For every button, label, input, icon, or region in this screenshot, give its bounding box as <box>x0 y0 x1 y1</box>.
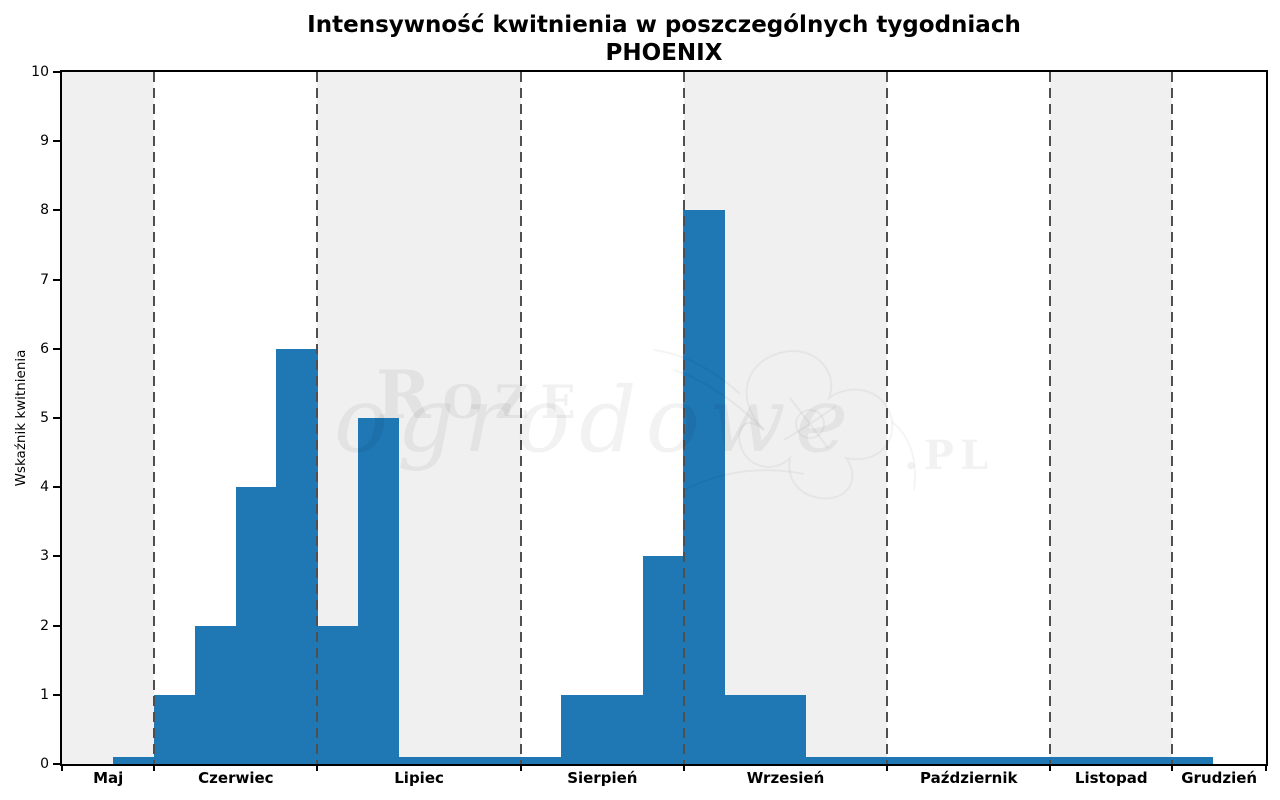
x-month-label-5: Październik <box>920 769 1018 787</box>
bar-3-3 <box>642 556 685 764</box>
x-tick-1 <box>153 766 156 771</box>
bar-1-1 <box>194 625 237 764</box>
bar-4-0 <box>683 210 725 764</box>
x-tick-8 <box>1265 766 1267 771</box>
month-boundary-line <box>886 72 889 764</box>
y-tick-0 <box>53 763 61 765</box>
month-boundary-line <box>519 72 522 764</box>
bar-6-0 <box>1049 757 1092 764</box>
y-tick-label-1: 1 <box>40 686 49 703</box>
y-tick-label-8: 8 <box>40 202 49 219</box>
y-tick-label-6: 6 <box>40 340 49 357</box>
month-boundary-line <box>1171 72 1174 764</box>
bar-7-0 <box>1172 757 1214 764</box>
month-boundary-line <box>316 72 319 764</box>
x-month-label-0: Maj <box>93 769 124 787</box>
y-tick-1 <box>53 693 61 696</box>
x-month-label-6: Listopad <box>1074 769 1148 787</box>
bar-0-0 <box>113 757 155 764</box>
y-tick-label-10: 10 <box>31 64 49 80</box>
bar-4-2 <box>764 694 807 764</box>
y-tick-label-4: 4 <box>40 479 49 496</box>
x-tick-3 <box>519 766 522 771</box>
y-tick-label-2: 2 <box>40 617 49 634</box>
bar-4-1 <box>724 694 766 764</box>
y-tick-label-3: 3 <box>40 548 49 565</box>
y-tick-5 <box>53 417 61 419</box>
bar-6-2 <box>1131 757 1173 764</box>
plot-area: Roze ogrodowe .PL <box>60 70 1268 766</box>
x-tick-4 <box>682 766 685 771</box>
x-month-label-3: Sierpień <box>567 769 638 787</box>
bar-5-3 <box>1009 757 1051 764</box>
y-tick-7 <box>53 278 61 281</box>
y-tick-label-9: 9 <box>40 133 49 150</box>
y-tick-label-0: 0 <box>40 756 49 772</box>
y-tick-3 <box>53 555 61 558</box>
month-shaded-band <box>1050 72 1173 764</box>
y-tick-label-5: 5 <box>40 410 49 426</box>
month-shaded-band <box>62 72 155 764</box>
x-month-label-4: Wrzesień <box>746 769 825 787</box>
watermark-suffix-pl: .PL <box>904 432 995 479</box>
month-boundary-line <box>1049 72 1052 764</box>
chart-title: Intensywność kwitnienia w poszczególnych… <box>62 11 1266 66</box>
x-month-label-7: Grudzień <box>1181 769 1258 787</box>
bar-6-1 <box>1090 757 1132 764</box>
y-tick-4 <box>53 486 61 489</box>
y-tick-10 <box>53 71 61 73</box>
y-tick-label-7: 7 <box>40 271 49 288</box>
bar-3-1 <box>561 694 603 764</box>
bar-2-1 <box>357 418 400 764</box>
bar-2-2 <box>398 757 440 764</box>
bar-1-2 <box>235 487 277 764</box>
chart-title-line2: PHOENIX <box>605 40 723 66</box>
x-tick-5 <box>886 766 889 771</box>
chart-title-line1: Intensywność kwitnienia w poszczególnych… <box>307 12 1021 38</box>
y-tick-2 <box>53 624 61 627</box>
y-tick-6 <box>53 347 61 350</box>
x-tick-7 <box>1171 766 1174 771</box>
x-month-label-2: Lipiec <box>394 769 444 787</box>
x-tick-6 <box>1049 766 1052 771</box>
bar-2-0 <box>316 625 359 764</box>
bar-1-0 <box>154 694 196 764</box>
bar-5-2 <box>968 757 1010 764</box>
bar-5-0 <box>887 757 929 764</box>
bar-2-4 <box>479 757 522 764</box>
bar-1-3 <box>276 348 318 764</box>
month-boundary-line <box>682 72 685 764</box>
x-month-label-1: Czerwiec <box>198 769 274 787</box>
bar-5-1 <box>927 757 970 764</box>
x-tick-0 <box>61 766 63 771</box>
bar-3-0 <box>520 757 562 764</box>
bar-4-4 <box>846 757 888 764</box>
bar-4-3 <box>805 757 847 764</box>
month-boundary-line <box>153 72 156 764</box>
y-tick-8 <box>53 209 61 212</box>
bar-3-2 <box>602 694 644 764</box>
bar-2-3 <box>439 757 481 764</box>
x-tick-2 <box>316 766 319 771</box>
y-tick-9 <box>53 140 61 143</box>
